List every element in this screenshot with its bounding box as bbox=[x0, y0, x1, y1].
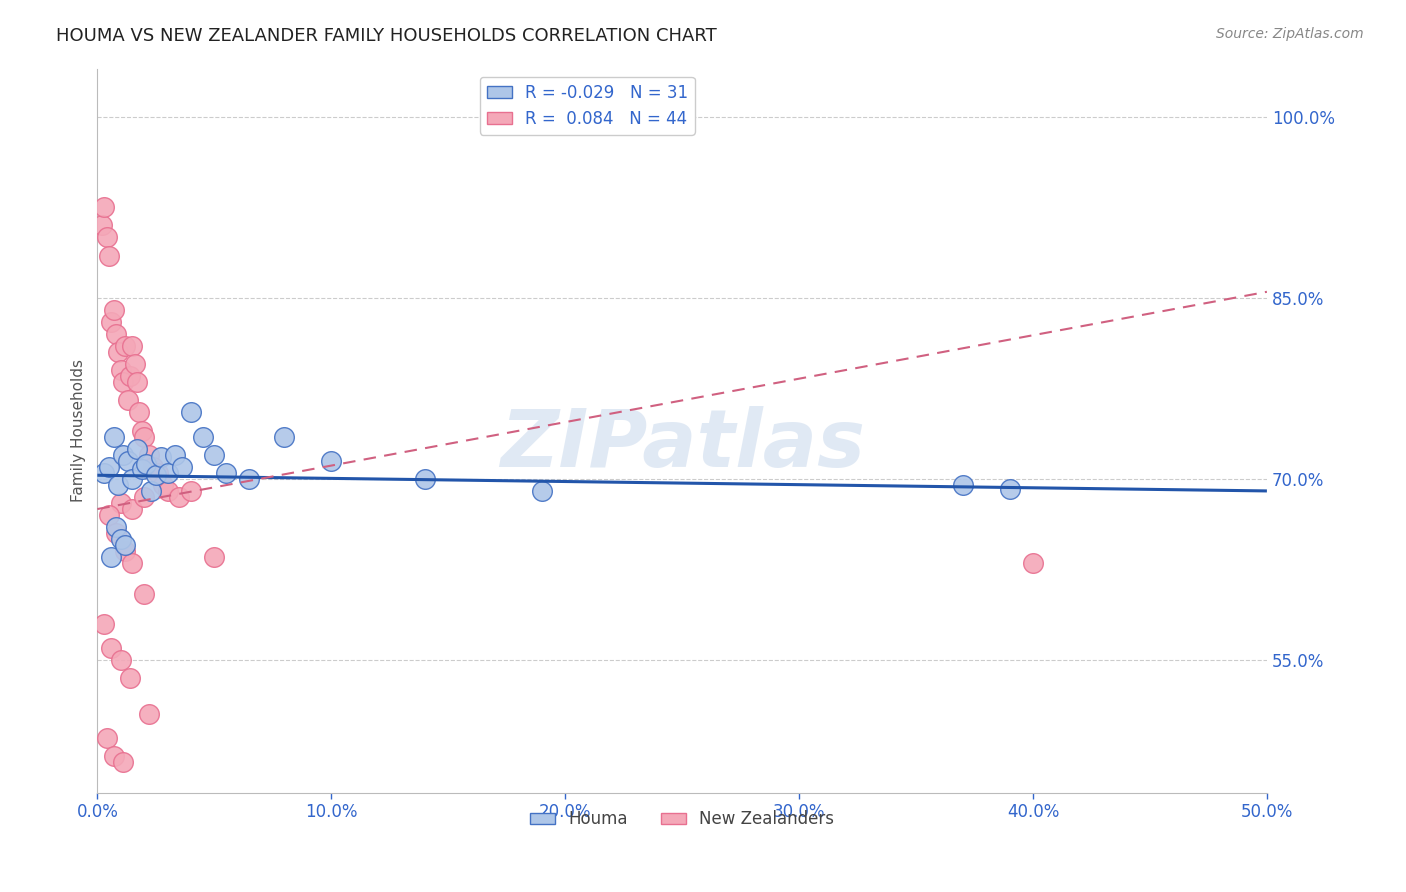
Point bbox=[215, 466, 238, 480]
Point bbox=[121, 472, 143, 486]
Point bbox=[180, 405, 202, 419]
Point bbox=[110, 532, 132, 546]
Point bbox=[110, 363, 132, 377]
Point bbox=[96, 230, 118, 244]
Point bbox=[120, 671, 142, 685]
Point bbox=[952, 478, 974, 492]
Point bbox=[112, 448, 135, 462]
Point bbox=[107, 478, 129, 492]
Point bbox=[202, 448, 225, 462]
Point bbox=[105, 326, 128, 341]
Point bbox=[103, 749, 125, 764]
Point bbox=[103, 429, 125, 443]
Point bbox=[98, 508, 121, 522]
Point bbox=[530, 483, 553, 498]
Point bbox=[114, 339, 136, 353]
Point bbox=[103, 302, 125, 317]
Point bbox=[121, 502, 143, 516]
Point bbox=[156, 483, 179, 498]
Point bbox=[98, 459, 121, 474]
Point bbox=[98, 249, 121, 263]
Y-axis label: Family Households: Family Households bbox=[72, 359, 86, 502]
Point bbox=[134, 586, 156, 600]
Point bbox=[202, 550, 225, 565]
Point bbox=[112, 376, 135, 390]
Point bbox=[145, 468, 167, 483]
Point bbox=[156, 466, 179, 480]
Point bbox=[138, 448, 160, 462]
Point bbox=[100, 640, 122, 655]
Legend: Houma, New Zealanders: Houma, New Zealanders bbox=[523, 804, 841, 835]
Point bbox=[180, 483, 202, 498]
Point bbox=[131, 424, 153, 438]
Point bbox=[110, 653, 132, 667]
Point bbox=[321, 454, 343, 468]
Point bbox=[127, 376, 149, 390]
Point bbox=[141, 483, 163, 498]
Point bbox=[105, 520, 128, 534]
Point bbox=[1022, 557, 1045, 571]
Point bbox=[127, 442, 149, 456]
Point bbox=[149, 450, 172, 464]
Point bbox=[167, 490, 190, 504]
Point bbox=[413, 472, 436, 486]
Point bbox=[105, 526, 128, 541]
Point bbox=[112, 756, 135, 770]
Point bbox=[96, 731, 118, 746]
Point bbox=[93, 200, 115, 214]
Point bbox=[138, 707, 160, 722]
Point bbox=[135, 458, 157, 472]
Point bbox=[124, 357, 146, 371]
Point bbox=[191, 429, 214, 443]
Point bbox=[100, 315, 122, 329]
Point bbox=[238, 472, 260, 486]
Point bbox=[170, 459, 193, 474]
Point bbox=[93, 466, 115, 480]
Point bbox=[146, 466, 169, 480]
Point bbox=[110, 496, 132, 510]
Point bbox=[152, 478, 174, 492]
Point bbox=[273, 429, 295, 443]
Text: Source: ZipAtlas.com: Source: ZipAtlas.com bbox=[1216, 27, 1364, 41]
Point bbox=[134, 429, 156, 443]
Point bbox=[131, 462, 153, 476]
Text: ZIPatlas: ZIPatlas bbox=[499, 406, 865, 484]
Point bbox=[121, 339, 143, 353]
Point bbox=[117, 393, 139, 408]
Point bbox=[91, 219, 114, 233]
Text: HOUMA VS NEW ZEALANDER FAMILY HOUSEHOLDS CORRELATION CHART: HOUMA VS NEW ZEALANDER FAMILY HOUSEHOLDS… bbox=[56, 27, 717, 45]
Point bbox=[93, 616, 115, 631]
Point bbox=[107, 345, 129, 359]
Point bbox=[120, 369, 142, 384]
Point bbox=[142, 459, 165, 474]
Point bbox=[998, 482, 1021, 496]
Point bbox=[117, 454, 139, 468]
Point bbox=[114, 544, 136, 558]
Point bbox=[121, 557, 143, 571]
Point bbox=[114, 538, 136, 552]
Point bbox=[134, 490, 156, 504]
Point bbox=[128, 405, 150, 419]
Point bbox=[100, 550, 122, 565]
Point bbox=[163, 448, 186, 462]
